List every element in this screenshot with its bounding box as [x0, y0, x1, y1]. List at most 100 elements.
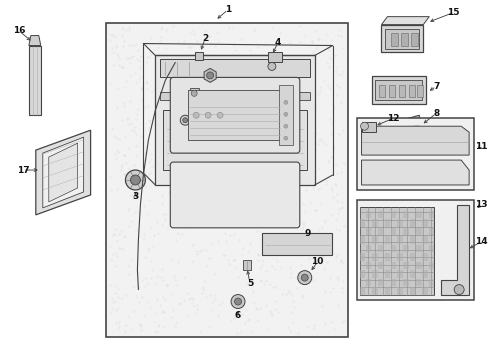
Text: 13: 13	[475, 201, 488, 210]
Bar	[195, 53, 203, 60]
Bar	[392, 32, 398, 45]
Circle shape	[191, 90, 197, 96]
Bar	[360, 287, 365, 294]
Bar	[403, 211, 409, 219]
Bar	[385, 270, 390, 278]
Bar	[378, 245, 384, 252]
Bar	[386, 28, 419, 49]
Circle shape	[361, 122, 368, 130]
Bar	[397, 253, 403, 261]
Bar	[360, 219, 365, 227]
Circle shape	[454, 285, 464, 294]
Bar	[378, 279, 384, 286]
Bar	[403, 245, 409, 252]
Bar	[366, 228, 371, 235]
Circle shape	[284, 136, 288, 140]
Text: 12: 12	[387, 114, 400, 123]
Bar	[422, 270, 428, 278]
Bar	[429, 245, 434, 252]
Text: 1: 1	[225, 5, 231, 14]
Polygon shape	[441, 205, 469, 294]
Circle shape	[235, 298, 242, 305]
Polygon shape	[394, 115, 419, 142]
Bar	[188, 90, 282, 140]
Text: 7: 7	[433, 82, 440, 91]
Circle shape	[183, 118, 188, 123]
Bar	[105, 23, 347, 337]
Bar	[155, 55, 315, 185]
Bar	[410, 219, 415, 227]
Circle shape	[217, 112, 223, 118]
Polygon shape	[362, 126, 469, 155]
Circle shape	[125, 170, 146, 190]
Bar	[372, 236, 378, 244]
Bar	[416, 228, 421, 235]
Bar	[429, 279, 434, 286]
Bar	[378, 262, 384, 269]
Bar	[416, 211, 421, 219]
Polygon shape	[29, 36, 41, 45]
Circle shape	[205, 112, 211, 118]
FancyBboxPatch shape	[171, 162, 300, 228]
Bar	[262, 233, 332, 255]
Bar	[379, 85, 386, 97]
Bar	[360, 253, 365, 261]
Bar	[422, 253, 428, 261]
Polygon shape	[362, 160, 469, 185]
Circle shape	[284, 124, 288, 128]
Polygon shape	[382, 17, 429, 24]
Bar	[399, 85, 405, 97]
Bar	[401, 32, 408, 45]
Bar	[410, 287, 415, 294]
Bar	[366, 245, 371, 252]
Bar	[385, 219, 390, 227]
Text: 5: 5	[247, 279, 253, 288]
Bar	[279, 85, 293, 145]
Bar	[372, 270, 378, 278]
Bar	[397, 219, 403, 227]
Bar	[397, 287, 403, 294]
Circle shape	[130, 175, 141, 185]
Bar	[372, 253, 378, 261]
Text: 2: 2	[202, 34, 208, 43]
Circle shape	[284, 100, 288, 104]
Bar	[357, 200, 474, 300]
Bar	[403, 279, 409, 286]
Bar	[357, 118, 474, 190]
Text: 16: 16	[13, 26, 25, 35]
Bar	[410, 253, 415, 261]
Polygon shape	[36, 130, 91, 215]
Bar	[372, 219, 378, 227]
Bar	[378, 211, 384, 219]
Text: 11: 11	[475, 141, 488, 150]
Bar	[372, 287, 378, 294]
Circle shape	[301, 274, 308, 281]
Bar	[422, 287, 428, 294]
Bar	[417, 85, 423, 97]
Bar	[416, 245, 421, 252]
Bar	[391, 279, 396, 286]
Circle shape	[207, 72, 214, 79]
Bar	[190, 88, 199, 97]
Bar	[422, 236, 428, 244]
Text: 9: 9	[305, 229, 311, 238]
Text: 14: 14	[475, 237, 488, 246]
Bar	[422, 219, 428, 227]
Bar	[243, 260, 251, 270]
Bar	[410, 236, 415, 244]
Bar	[385, 236, 390, 244]
Bar	[163, 110, 307, 170]
Text: 10: 10	[312, 257, 324, 266]
Bar	[416, 262, 421, 269]
Bar	[382, 24, 423, 53]
Bar	[360, 270, 365, 278]
Text: 4: 4	[275, 38, 281, 47]
Polygon shape	[204, 68, 216, 82]
Circle shape	[193, 112, 199, 118]
Bar	[366, 211, 371, 219]
Bar	[385, 253, 390, 261]
Bar	[268, 53, 282, 62]
Bar	[160, 59, 310, 77]
Bar	[378, 228, 384, 235]
Circle shape	[268, 62, 276, 71]
